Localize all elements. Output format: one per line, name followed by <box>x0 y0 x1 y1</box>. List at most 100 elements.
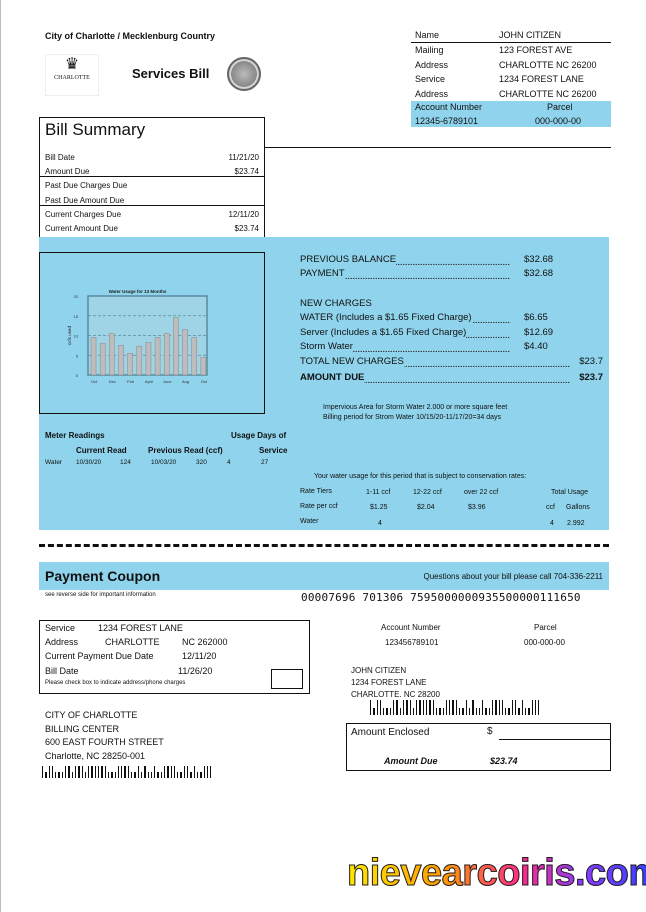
bill-date-label: Bill Date <box>45 666 79 676</box>
bar <box>118 345 124 376</box>
meter-cell: 27 <box>261 459 269 466</box>
meter-cell: 10/30/20 <box>76 459 102 466</box>
barcode-bar <box>412 707 415 715</box>
charge-label-text: PAYMENT <box>300 268 345 279</box>
water-label: Water <box>300 518 319 525</box>
current-read-label: Current Read <box>76 446 127 455</box>
barcode-bar <box>177 772 179 778</box>
barcode-bar <box>432 700 434 715</box>
barcode-bar <box>51 766 54 778</box>
y-tick-label: 0 <box>76 373 79 378</box>
charlotte-logo: ♛ CHARLOTTE <box>45 54 99 96</box>
barcode-bar <box>498 700 500 715</box>
bar <box>136 345 143 376</box>
charge-value: $4.40 <box>524 341 548 352</box>
barcode-bar <box>111 772 113 778</box>
bar <box>127 353 133 376</box>
charge-total-value: $23.7 <box>579 372 603 383</box>
barcode-bar <box>399 707 401 715</box>
barcode-bar <box>396 700 398 715</box>
barcode-bar <box>121 766 123 778</box>
water-ccf-value: 4 <box>550 520 554 527</box>
barcode-bar <box>180 772 182 778</box>
account-label: Account Number <box>415 102 483 112</box>
city-seal-icon <box>227 57 261 91</box>
dollar-sign: $ <box>487 726 493 737</box>
water-tier1-value: 4 <box>378 520 382 527</box>
meter-title: Meter Readings <box>45 431 105 440</box>
barcode-bar <box>459 707 461 715</box>
y-tick-label: 15 <box>74 314 79 319</box>
charge-value: $12.69 <box>524 327 554 338</box>
barcode-bar <box>488 707 490 715</box>
remit-address-line: 600 EAST FOURTH STREET <box>45 737 164 748</box>
barcode-bar <box>183 766 186 778</box>
service-label: Service <box>259 446 288 455</box>
usage-days-label: Usage Days of <box>231 431 287 440</box>
barcode-bar <box>370 700 372 715</box>
address-change-checkbox[interactable] <box>271 669 303 689</box>
amount-enclosed-box: Amount Enclosed $ Amount Due $23.74 <box>346 723 611 771</box>
x-tick-label: April <box>145 379 153 384</box>
previous-read-label: Previous Read (ccf) <box>148 446 223 455</box>
customer-field-value: JOHN CITIZEN <box>499 30 561 40</box>
customer-field-value: CHARLOTTE NC 26200 <box>499 59 597 70</box>
amount-enclosed-field[interactable] <box>499 739 610 740</box>
summary-title: Bill Summary <box>45 120 146 139</box>
customer-field-label: Mailing <box>415 44 444 55</box>
bill-date: 11/26/20 <box>178 666 213 676</box>
barcode-bar <box>131 772 133 778</box>
coupon-account: 123456789101 <box>385 638 439 647</box>
barcode-bar <box>107 772 110 778</box>
coupon-title: Payment Coupon <box>45 568 161 584</box>
meter-cell: 4 <box>227 459 231 466</box>
rate-tier: over 22 ccf <box>464 489 499 496</box>
barcode-bar <box>422 700 425 715</box>
service-label: Service <box>45 623 76 633</box>
account-number: 12345-6789101 <box>415 116 479 126</box>
x-tick-label: Oct <box>91 379 98 384</box>
barcode-bar <box>78 766 80 778</box>
barcode-bar <box>406 700 408 715</box>
barcode-bar <box>45 772 47 778</box>
barcode-bar <box>485 707 487 715</box>
barcode-bar <box>528 707 530 715</box>
charge-label-text: PREVIOUS BALANCE <box>300 254 397 265</box>
customer-field-value: CHARLOTTE NC 26200 <box>499 89 597 100</box>
barcode-bar <box>210 766 212 778</box>
scan-line: 00007696 701306 759500000093550000011165… <box>301 591 581 604</box>
barcode-bar <box>439 707 441 715</box>
charge-label-text: TOTAL NEW CHARGES <box>300 356 404 367</box>
coupon-amount-due: $23.74 <box>490 756 518 766</box>
questions-phone: Questions about your bill please call 70… <box>423 572 603 581</box>
service-address: 1234 FOREST LANE <box>98 623 183 633</box>
barcode-bar <box>68 766 70 778</box>
barcode-bar <box>409 700 411 715</box>
remit-address-line: CITY OF CHARLOTTE <box>45 710 138 720</box>
barcode-bar <box>455 700 458 715</box>
charge-value: $32.68 <box>524 254 554 265</box>
x-tick-label: June <box>163 379 172 384</box>
postal-barcode <box>370 700 540 715</box>
coupon-header: Payment Coupon Questions about your bill… <box>39 562 609 590</box>
charge-sewer-label: Server (Includes a $1.65 Fixed Charge) <box>300 327 510 338</box>
charge-amount-due-label: AMOUNT DUE <box>300 372 570 383</box>
barcode-bar <box>531 700 533 715</box>
summary-value: $23.74 <box>234 167 259 176</box>
logo-text: CHARLOTTE <box>54 75 90 81</box>
service-box: Service 1234 FOREST LANE Address CHARLOT… <box>39 620 310 694</box>
charge-new-charges-label: NEW CHARGES <box>300 298 372 309</box>
amount-enclosed-label: Amount Enclosed <box>351 727 430 738</box>
barcode-bar <box>190 772 192 778</box>
barcode-bar <box>137 766 139 778</box>
barcode-bar <box>65 766 67 778</box>
barcode-bar <box>426 700 428 715</box>
charge-storm-label: Storm Water <box>300 341 510 352</box>
meter-cell: 124 <box>120 459 131 466</box>
barcode-bar <box>94 766 97 778</box>
meter-cell: 320 <box>196 459 207 466</box>
barcode-bar <box>206 766 209 778</box>
rate-value: $1.25 <box>370 504 388 511</box>
meter-cell: Water <box>45 459 63 466</box>
barcode-bar <box>114 772 116 778</box>
